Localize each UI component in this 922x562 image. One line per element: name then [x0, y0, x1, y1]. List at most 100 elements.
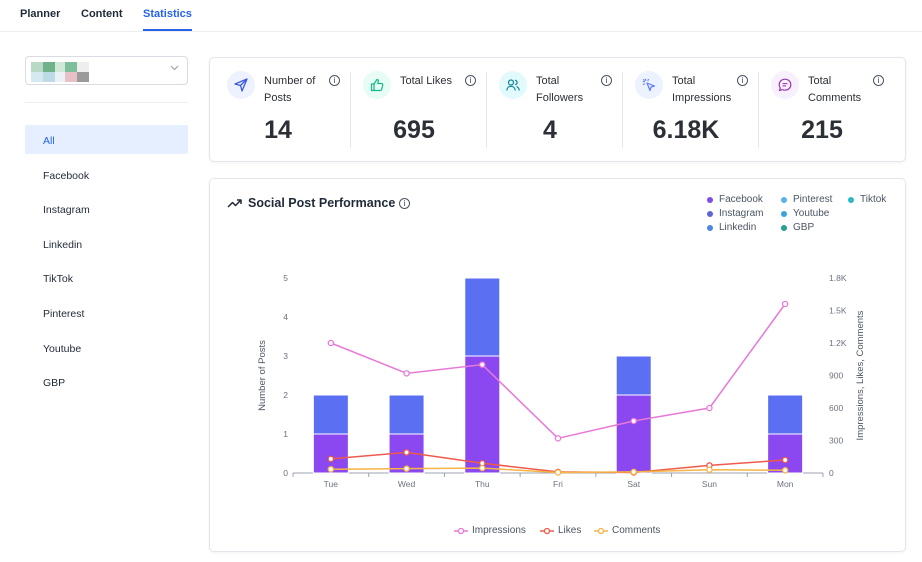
info-icon[interactable]: i: [601, 75, 612, 86]
stat-total-likes: Total Likes i 695: [346, 58, 482, 163]
bar-instagram: [615, 355, 652, 396]
point-impressions: [706, 404, 713, 412]
y-tick-label-right: 0: [829, 468, 834, 478]
legend-swatch: [781, 211, 787, 217]
tab-planner[interactable]: Planner: [20, 8, 61, 20]
point-comments: [781, 467, 789, 474]
info-icon[interactable]: i: [399, 198, 410, 209]
sidebar-item-youtube[interactable]: Youtube: [43, 343, 82, 355]
top-nav: Planner Content Statistics: [0, 0, 922, 32]
users-icon: [499, 71, 527, 99]
point-likes: [327, 455, 335, 463]
y-tick-label-right: 1.8K: [829, 273, 847, 283]
stat-value: 695: [393, 116, 435, 144]
sidebar-item-facebook[interactable]: Facebook: [43, 170, 90, 182]
bar-instagram: [312, 394, 349, 435]
y-tick-label-left: 0: [283, 468, 288, 478]
chat-bubble-icon: [771, 71, 799, 99]
stat-label: Number of Posts: [264, 75, 316, 104]
bar-facebook: [464, 355, 501, 474]
sidebar-item-pinterest[interactable]: Pinterest: [43, 308, 85, 320]
info-icon[interactable]: i: [873, 75, 884, 86]
stat-divider: [350, 72, 351, 148]
info-icon[interactable]: i: [465, 75, 476, 86]
legend-label: Linkedin: [719, 222, 757, 233]
point-impressions: [630, 417, 637, 425]
point-impressions: [554, 435, 562, 442]
sidebar-item-all[interactable]: All: [25, 125, 188, 154]
stat-total-impressions: Total Impressions i 6.18K: [618, 58, 754, 163]
stat-divider: [486, 72, 487, 148]
legend-label: Likes: [558, 525, 582, 536]
x-tick-label: Tue: [324, 479, 339, 489]
legend-label: Tiktok: [860, 194, 887, 205]
stat-total-comments: Total Comments i 215: [754, 58, 890, 163]
account-avatar: [31, 62, 99, 82]
y-tick-label-right: 900: [829, 371, 843, 381]
sidebar-item-instagram[interactable]: Instagram: [43, 204, 90, 216]
point-likes: [403, 449, 410, 456]
legend-label: Facebook: [719, 194, 763, 205]
point-likes: [781, 456, 789, 464]
chevron-down-icon: [170, 63, 179, 74]
stat-label: Total Likes: [400, 75, 452, 87]
sidebar-item-tiktok[interactable]: TikTok: [43, 273, 73, 285]
account-select[interactable]: [25, 56, 188, 85]
y-axis-label-left: Number of Posts: [257, 340, 268, 411]
stat-label: Total Followers: [536, 75, 584, 104]
stat-total-followers: Total Followers i 4: [482, 58, 618, 163]
y-tick-label-left: 3: [283, 351, 288, 361]
trending-up-icon: [227, 199, 242, 208]
chart-title: Social Post Performance: [248, 196, 396, 210]
y-tick-label-right: 1.2K: [829, 338, 847, 348]
x-tick-label: Wed: [398, 479, 416, 489]
y-tick-label-left: 2: [283, 390, 288, 400]
legend-label: Comments: [612, 525, 661, 536]
x-tick-label: Thu: [475, 479, 490, 489]
legend-swatch: [848, 197, 854, 203]
bar-instagram: [464, 277, 501, 357]
stat-divider: [622, 72, 623, 148]
y-tick-label-left: 1: [283, 429, 288, 439]
y-tick-label-right: 300: [829, 436, 843, 446]
stat-value: 6.18K: [652, 116, 720, 144]
tab-content[interactable]: Content: [81, 8, 123, 20]
legend-swatch: [781, 225, 787, 231]
line-marker-icon: [594, 527, 608, 535]
legend-swatch: [707, 225, 713, 231]
point-comments: [327, 465, 335, 473]
info-icon[interactable]: i: [737, 75, 748, 86]
point-comments: [479, 464, 486, 472]
bar-instagram: [388, 394, 425, 435]
point-impressions: [327, 339, 335, 347]
info-icon[interactable]: i: [329, 75, 340, 86]
x-tick-label: Sun: [702, 479, 717, 489]
y-tick-label-right: 600: [829, 403, 843, 413]
legend-swatch: [781, 197, 787, 203]
chart-card: Social Post Performance i Facebook Pinte…: [209, 178, 906, 552]
paper-plane-icon: [227, 71, 255, 99]
sidebar-item-gbp[interactable]: GBP: [43, 377, 66, 389]
y-tick-label-left: 4: [283, 312, 288, 322]
point-comments: [554, 469, 562, 476]
legend-label: GBP: [793, 222, 815, 233]
sidebar-item-linkedin[interactable]: Linkedin: [43, 239, 83, 251]
stat-divider: [758, 72, 759, 148]
point-impressions: [403, 370, 410, 377]
stat-value: 14: [264, 116, 292, 144]
stat-value: 215: [801, 116, 843, 144]
legend-swatch: [707, 211, 713, 217]
point-impressions: [781, 300, 789, 308]
y-tick-label-right: 1.5K: [829, 306, 847, 316]
point-impressions: [479, 361, 486, 368]
legend-swatch: [707, 197, 713, 203]
bar-facebook: [767, 433, 804, 474]
y-tick-label-left: 5: [283, 273, 288, 283]
sidebar-divider: [25, 102, 188, 103]
point-comments: [403, 465, 410, 472]
line-marker-icon: [540, 527, 554, 535]
tab-statistics[interactable]: Statistics: [143, 8, 192, 31]
point-comments: [630, 468, 637, 476]
x-tick-label: Sat: [627, 479, 640, 489]
y-axis-label-right: Impressions, Likes, Comments: [855, 310, 866, 440]
